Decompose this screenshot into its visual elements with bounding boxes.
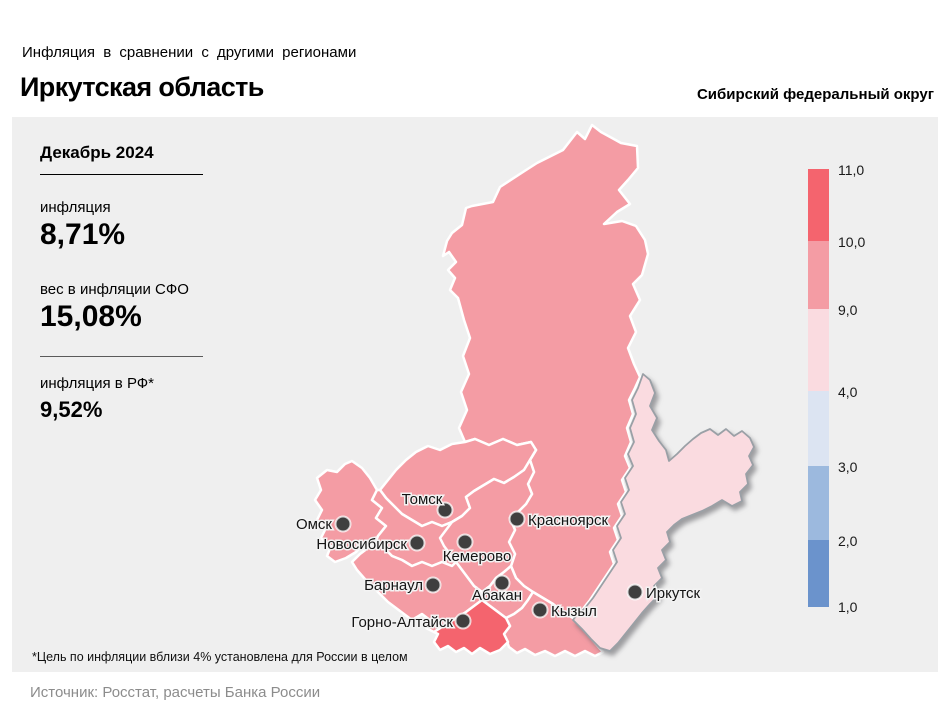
legend-tick: 3,0 xyxy=(838,459,858,475)
page-pretitle: Инфляция в сравнении с другими регионами xyxy=(22,44,357,61)
region-irkutsk-oblast[interactable] xyxy=(572,373,755,652)
city-dot xyxy=(424,576,442,594)
city-marker-krasnoyarsk: Красноярск xyxy=(508,510,610,531)
legend-segment xyxy=(808,309,829,391)
legend-tick: 4,0 xyxy=(838,384,858,400)
legend-tick: 1,0 xyxy=(838,599,858,615)
period-label: Декабрь 2024 xyxy=(40,143,203,175)
inflation-value: 8,71% xyxy=(40,218,126,251)
legend-segment xyxy=(808,169,829,241)
city-marker-novosibirsk: Новосибирск xyxy=(315,534,426,555)
city-marker-tomsk: Томск xyxy=(400,490,454,519)
region-altai-republic[interactable] xyxy=(432,598,512,656)
city-dot xyxy=(493,574,511,592)
page-title: Иркутская область xyxy=(20,72,264,102)
legend-segment xyxy=(808,241,829,309)
stats-divider xyxy=(40,356,203,357)
footnote: *Цель по инфляции вблизи 4% установлена … xyxy=(32,650,408,664)
city-label: Горно-Алтайск xyxy=(351,614,453,631)
city-dot xyxy=(531,601,549,619)
stats-block: Декабрь 2024 инфляция 8,71% вес в инфляц… xyxy=(40,143,250,424)
city-dot xyxy=(626,583,644,601)
city-label: Иркутск xyxy=(646,585,701,602)
city-marker-abakan: Абакан xyxy=(470,574,524,606)
city-dot xyxy=(454,612,472,630)
city-label: Барнаул xyxy=(364,577,423,594)
city-dot xyxy=(508,510,526,528)
city-marker-kemerovo: Кемерово xyxy=(441,533,513,567)
city-marker-barnaul: Барнаул xyxy=(363,576,442,596)
city-dot xyxy=(436,501,454,519)
legend-segment xyxy=(808,540,829,607)
region-krasnoyarsk-krai[interactable] xyxy=(441,123,650,620)
city-label: Омск xyxy=(296,516,332,533)
city-marker-irkutsk: Иркутск xyxy=(626,583,702,604)
rf-inflation-label: инфляция в РФ* xyxy=(40,375,155,392)
legend-segment xyxy=(808,466,829,540)
city-label: Новосибирск xyxy=(316,536,407,553)
color-scale-legend: 11,0 10,0 9,0 4,0 3,0 2,0 1,0 xyxy=(808,162,928,615)
legend-tick: 10,0 xyxy=(838,234,866,250)
source-caption: Источник: Росстат, расчеты Банка России xyxy=(30,684,321,701)
weight-value: 15,08% xyxy=(40,300,142,333)
legend-color-bar xyxy=(808,169,829,607)
city-dot xyxy=(456,533,474,551)
legend-tick: 2,0 xyxy=(838,533,858,549)
federal-district-label: Сибирский федеральный округ xyxy=(696,86,934,103)
legend-tick: 11,0 xyxy=(838,162,865,178)
weight-label: вес в инфляции СФО xyxy=(40,281,189,298)
city-dot xyxy=(334,515,352,533)
city-dot xyxy=(408,534,426,552)
inflation-label: инфляция xyxy=(40,199,111,216)
region-kemerovo-oblast[interactable] xyxy=(438,448,538,594)
city-label: Абакан xyxy=(472,587,522,604)
city-marker-omsk: Омск xyxy=(294,515,352,535)
legend-segment xyxy=(808,391,829,466)
legend-tick: 9,0 xyxy=(838,302,858,318)
rf-inflation-value: 9,52% xyxy=(40,397,103,422)
city-marker-kyzyl: Кызыл xyxy=(531,601,598,622)
city-label: Кемерово xyxy=(443,548,512,565)
city-marker-gorno-altaysk: Горно-Алтайск xyxy=(350,612,472,633)
map-panel: Томск Омск Новосибирск Кемерово Краснояр… xyxy=(12,117,938,672)
city-label: Кызыл xyxy=(551,603,597,620)
city-label: Томск xyxy=(402,491,443,508)
city-label: Красноярск xyxy=(528,512,609,529)
choropleth-map: Томск Омск Новосибирск Кемерово Краснояр… xyxy=(294,123,755,658)
